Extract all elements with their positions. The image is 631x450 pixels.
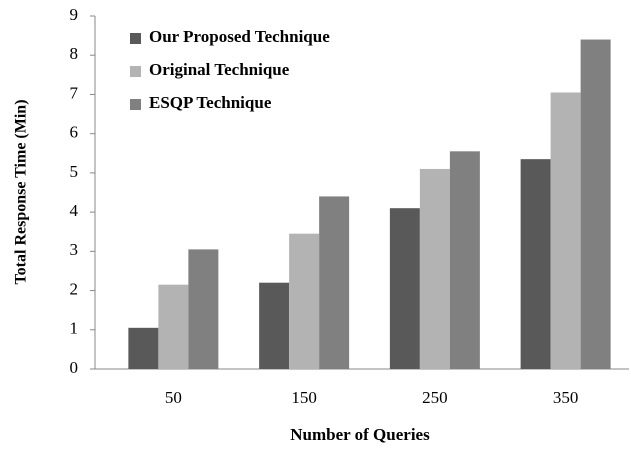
x-tick-label: 50 bbox=[165, 388, 182, 407]
x-axis-title: Number of Queries bbox=[290, 425, 430, 444]
bar bbox=[188, 249, 219, 369]
y-tick-label: 8 bbox=[70, 44, 79, 63]
y-tick-label: 6 bbox=[70, 123, 79, 142]
y-tick-label: 3 bbox=[70, 240, 79, 259]
y-tick-label: 0 bbox=[70, 358, 79, 377]
bar bbox=[389, 208, 420, 369]
y-tick-label: 7 bbox=[70, 83, 79, 102]
bar bbox=[289, 233, 320, 369]
bar bbox=[419, 168, 450, 369]
x-tick-label: 150 bbox=[291, 388, 317, 407]
bar bbox=[319, 196, 350, 369]
bar bbox=[259, 282, 290, 369]
y-tick-label: 1 bbox=[70, 319, 79, 338]
y-tick-label: 5 bbox=[70, 162, 79, 181]
legend-swatch bbox=[130, 66, 141, 77]
y-tick-label: 4 bbox=[70, 201, 79, 220]
legend-swatch bbox=[130, 99, 141, 110]
y-axis-title: Total Response Time (Min) bbox=[13, 99, 30, 284]
bar bbox=[580, 39, 611, 370]
y-tick-label: 9 bbox=[70, 5, 79, 24]
legend-swatch bbox=[130, 33, 141, 44]
bar bbox=[449, 151, 480, 369]
bar bbox=[550, 92, 581, 369]
x-tick-label: 350 bbox=[553, 388, 579, 407]
y-tick-label: 2 bbox=[70, 279, 79, 298]
bar bbox=[158, 284, 189, 369]
legend-label: Original Technique bbox=[149, 60, 290, 79]
x-tick-label: 250 bbox=[422, 388, 448, 407]
bar bbox=[520, 159, 551, 369]
legend-label: ESQP Technique bbox=[149, 93, 272, 112]
bar bbox=[128, 327, 159, 369]
legend-label: Our Proposed Technique bbox=[149, 27, 330, 46]
